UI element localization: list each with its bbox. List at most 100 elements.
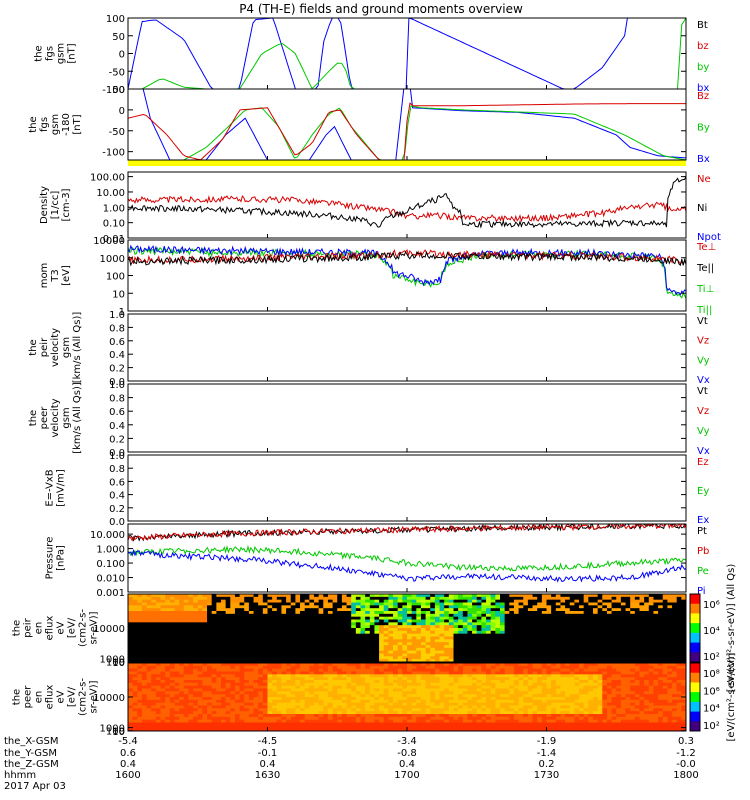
spectrogram-cell	[597, 642, 603, 646]
spectrogram-cell	[430, 602, 436, 606]
spectrogram-cell	[207, 711, 213, 715]
spectrogram-cell	[197, 699, 203, 704]
spectrogram-cell	[393, 605, 399, 609]
spectrogram-cell	[397, 625, 403, 629]
spectrogram-cell	[300, 653, 306, 657]
spectrogram-cell	[574, 656, 580, 660]
spectrogram-cell	[327, 605, 333, 609]
spectrogram-cell	[346, 653, 352, 657]
spectrogram-cell	[314, 599, 320, 603]
spectrogram-cell	[393, 596, 399, 601]
spectrogram-cell	[365, 705, 371, 709]
spectrogram-cell	[620, 596, 626, 601]
spectrogram-cell	[281, 650, 287, 654]
spectrogram-cell	[360, 697, 366, 701]
spectrogram-cell	[620, 608, 626, 612]
spectrogram-cell	[258, 674, 264, 678]
spectrogram-cell	[221, 708, 227, 712]
spectrogram-cell	[300, 714, 306, 718]
spectrogram-cell	[304, 642, 310, 646]
series-Pe-line	[128, 544, 686, 572]
spectrogram-cell	[644, 599, 650, 603]
spectrogram-cell	[407, 625, 413, 629]
spectrogram-cell	[481, 642, 487, 646]
spectrogram-cell	[165, 714, 171, 718]
spectrogram-cell	[244, 647, 250, 652]
spectrogram-cell	[416, 663, 422, 667]
spectrogram-cell	[248, 633, 254, 637]
spectrogram-cell	[165, 613, 171, 618]
y-axis-label-line: fgs	[45, 46, 56, 61]
spectrogram-cell	[532, 616, 538, 620]
spectrogram-cell	[304, 599, 310, 603]
spectrogram-cell	[128, 594, 134, 598]
spectrogram-cell	[397, 605, 403, 609]
spectrogram-cell	[379, 719, 385, 723]
spectrogram-cell	[616, 628, 622, 632]
spectrogram-cell	[160, 659, 166, 662]
spectrogram-cell	[518, 622, 524, 626]
spectrogram-cell	[309, 677, 315, 681]
spectrogram-cell	[430, 596, 436, 601]
spectrogram-cell	[169, 647, 175, 652]
spectrogram-cell	[248, 619, 254, 623]
spectrogram-cell	[434, 697, 440, 701]
spectrogram-cell	[272, 619, 278, 623]
spectrogram-cell	[379, 722, 385, 726]
spectrogram-cell	[137, 645, 143, 649]
spectrogram-cell	[351, 659, 357, 662]
spectrogram-cell	[541, 619, 547, 623]
spectrogram-cell	[276, 639, 282, 643]
spectrogram-cell	[234, 602, 240, 606]
spectrogram-cell	[430, 685, 436, 689]
spectrogram-cell	[160, 674, 166, 678]
spectrogram-cell	[439, 722, 445, 726]
spectrogram-cell	[560, 622, 566, 626]
spectrogram-cell	[365, 636, 371, 640]
spectrogram-cell	[244, 659, 250, 662]
spectrogram-cell	[323, 688, 329, 692]
spectrogram-cell	[467, 653, 473, 657]
spectrogram-cell	[407, 663, 413, 667]
colorbar-tick: 10²	[703, 652, 720, 663]
spectrogram-cell	[681, 605, 686, 609]
spectrogram-cell	[230, 630, 236, 635]
spectrogram-cell	[411, 659, 417, 662]
spectrogram-cell	[244, 608, 250, 612]
spectrogram-cell	[221, 611, 227, 615]
spectrogram-cell	[420, 639, 426, 643]
spectrogram-cell	[183, 611, 189, 615]
spectrogram-cell	[569, 608, 575, 612]
spectrogram-cell	[411, 677, 417, 681]
spectrogram-cell	[402, 608, 408, 612]
spectrogram-cell	[304, 725, 310, 729]
spectrogram-cell	[407, 647, 413, 652]
spectrogram-cell	[290, 605, 296, 609]
spectrogram-cell	[346, 682, 352, 687]
spectrogram-cell	[472, 616, 478, 620]
spectrogram-cell	[397, 656, 403, 660]
spectrogram-cell	[634, 647, 640, 652]
spectrogram-cell	[425, 702, 431, 706]
spectrogram-cell	[467, 671, 473, 675]
spectrogram-cell	[416, 642, 422, 646]
spectrogram-cell	[662, 650, 668, 654]
spectrogram-cell	[397, 599, 403, 603]
spectrogram-cell	[411, 722, 417, 726]
spectrogram-cell	[416, 674, 422, 678]
spectrogram-cell	[393, 711, 399, 715]
spectrogram-cell	[513, 659, 519, 662]
spectrogram-cell	[160, 636, 166, 640]
spectrogram-cell	[420, 663, 426, 667]
spectrogram-cell	[658, 650, 664, 654]
spectrogram-cell	[360, 674, 366, 678]
spectrogram-cell	[583, 659, 589, 662]
spectrogram-cell	[202, 728, 208, 731]
spectrogram-cell	[453, 642, 459, 646]
spectrogram-cell	[620, 613, 626, 618]
spectrogram-cell	[202, 682, 208, 687]
spectrogram-cell	[560, 639, 566, 643]
spectrogram-cell	[611, 633, 617, 637]
spectrogram-cell	[323, 653, 329, 657]
spectrogram-cell	[323, 680, 329, 684]
